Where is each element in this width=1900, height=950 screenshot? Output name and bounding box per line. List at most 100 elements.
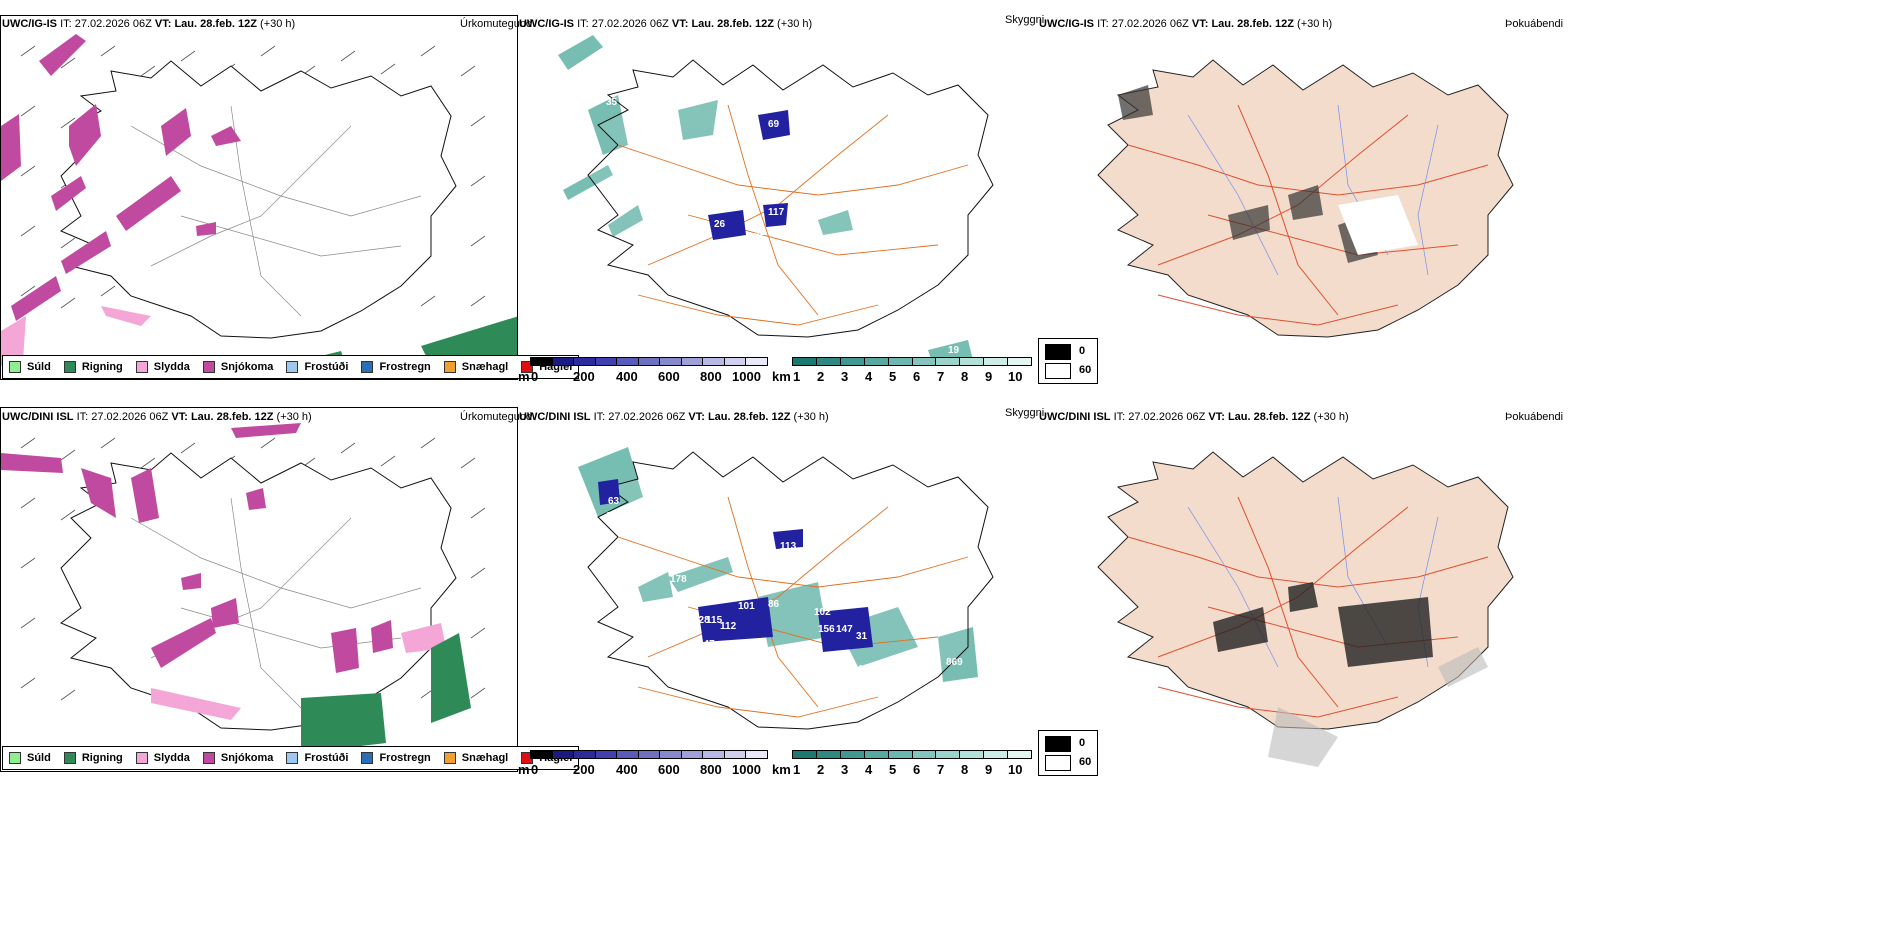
ceiling-colorbar-row1: m 0 200 400 600 800 1000 <box>518 357 768 393</box>
roads <box>130 497 422 709</box>
ceiling-tick: 0 <box>531 369 539 384</box>
ceiling-label: 569 <box>770 499 787 510</box>
ceiling-label: 69 <box>768 119 780 130</box>
visibility-colorbar-row1: km 1 2 3 4 5 6 7 8 9 10 <box>772 357 1034 393</box>
fog-map-row1 <box>1097 59 1514 338</box>
ceiling-label: 344 <box>682 669 699 680</box>
ceiling-colorbar-row2: m 0 200 400 600 800 1000 <box>518 750 768 786</box>
header-row1-fog: UWC/IG-IS IT: 27.02.2026 06Z VT: Lau. 28… <box>1039 18 1333 30</box>
cloud-map-row2: 63 318 343 569 113 178 128 115 112 101 8… <box>578 447 994 730</box>
iceland-coastline <box>587 59 994 338</box>
ceiling-tick: 600 <box>658 762 680 777</box>
visibility-bar <box>792 750 1032 759</box>
wind-barbs <box>20 45 486 309</box>
visibility-tick: 1 <box>793 369 801 384</box>
visibility-unit: km <box>772 762 791 777</box>
legend-item: Rigning <box>63 752 123 764</box>
fog-key-light <box>1045 755 1071 771</box>
legend-swatch <box>135 752 148 764</box>
legend-item: Frostúði <box>286 752 348 764</box>
visibility-tick: 5 <box>889 762 897 777</box>
panel-title-fog-row2: Þokuábendi <box>1505 411 1564 423</box>
fog-sea-areas <box>1268 647 1488 767</box>
ceiling-areas <box>708 110 790 240</box>
legend-swatch <box>202 752 215 764</box>
cloud-panel-row1: 35 81 69 26 117 31 12 14 19 <box>518 15 1038 380</box>
precip-map-row2 <box>1 423 486 753</box>
precip-map-row1 <box>1 34 517 371</box>
legend-item: Slydda <box>135 752 190 764</box>
visibility-tick: 4 <box>865 369 873 384</box>
visibility-tick: 2 <box>817 369 825 384</box>
legend-item: Súld <box>9 752 51 764</box>
panel-title-fog-row1: Þokuábendi <box>1505 18 1564 30</box>
panel-title-cloud-row1: Skyggni <box>1005 14 1045 26</box>
ceiling-label: 31 <box>856 631 868 642</box>
legend-swatch <box>63 361 76 373</box>
ceiling-tick: 1000 <box>732 762 761 777</box>
legend-item: Súld <box>9 361 51 373</box>
iceland-coastline <box>60 60 457 339</box>
precip-legend-row1: Súld Rigning Slydda Snjókoma Frostúði Fr… <box>2 355 580 379</box>
ceiling-label: 343 <box>626 516 643 527</box>
ceiling-label: 101 <box>738 601 755 612</box>
snow-areas <box>1 34 241 321</box>
ceiling-areas <box>598 479 873 652</box>
fog-panel-row1 <box>1038 15 1558 380</box>
ceiling-tick: 400 <box>616 369 638 384</box>
legend-item: Snæhagl <box>443 361 508 373</box>
precip-panel-row1 <box>0 15 518 380</box>
legend-swatch <box>9 752 21 764</box>
legend-item: Frostúði <box>286 361 348 373</box>
legend-swatch <box>9 361 21 373</box>
ceiling-tick: 600 <box>658 369 680 384</box>
ceiling-label: 102 <box>814 607 831 618</box>
visibility-tick: 3 <box>841 369 849 384</box>
visibility-tick: 1 <box>793 762 801 777</box>
visibility-tick: 9 <box>985 762 993 777</box>
legend-swatch <box>443 361 456 373</box>
visibility-tick: 6 <box>913 762 921 777</box>
visibility-tick: 6 <box>913 369 921 384</box>
visibility-tick: 10 <box>1008 369 1023 384</box>
header-row2-precip: UWC/DINI ISL IT: 27.02.2026 06Z VT: Lau.… <box>2 411 312 423</box>
visibility-tick: 8 <box>961 369 969 384</box>
ceiling-label: 81 <box>586 132 598 143</box>
fog-panel-row2 <box>1038 407 1558 772</box>
cloud-panel-row2: 63 318 343 569 113 178 128 115 112 101 8… <box>518 407 1038 772</box>
legend-item: Snjókoma <box>202 752 273 764</box>
ceiling-label: 115 <box>706 615 723 626</box>
legend-item: Slydda <box>135 361 190 373</box>
ceiling-label: 318 <box>606 511 623 522</box>
ceiling-label: 19 <box>948 345 960 356</box>
panel-title-precip-row1: Úrkomutegund <box>460 18 533 30</box>
legend-item: Rigning <box>63 361 123 373</box>
legend-swatch <box>202 361 215 373</box>
ceiling-bar <box>530 750 768 759</box>
header-row1-cloud: UWC/IG-IS IT: 27.02.2026 06Z VT: Lau. 28… <box>519 18 813 30</box>
ceiling-tick: 0 <box>531 762 539 777</box>
ceiling-tick: 400 <box>616 762 638 777</box>
ceiling-tick: 200 <box>573 369 595 384</box>
visibility-tick: 7 <box>937 762 945 777</box>
ceiling-bar <box>530 357 768 366</box>
glacier-white <box>1338 195 1418 255</box>
legend-item: Snæhagl <box>443 752 508 764</box>
legend-item: Frostregn <box>361 752 431 764</box>
visibility-tick: 5 <box>889 369 897 384</box>
fog-areas <box>1213 582 1433 667</box>
legend-swatch <box>443 752 456 764</box>
ceiling-label: 11 <box>858 664 869 675</box>
legend-swatch <box>63 752 76 764</box>
ceiling-label: 31 <box>754 227 766 238</box>
ceiling-label: 156 <box>818 624 835 635</box>
fog-key-dark <box>1045 344 1071 360</box>
ceiling-label: 806 <box>686 655 703 666</box>
fog-key-dark <box>1045 736 1071 752</box>
fog-map-row2 <box>1097 451 1514 767</box>
legend-swatch <box>286 361 299 373</box>
visibility-tick: 4 <box>865 762 873 777</box>
visibility-tick: 9 <box>985 369 993 384</box>
ceiling-label: 63 <box>608 496 620 507</box>
ceiling-label: 14 <box>648 197 660 208</box>
